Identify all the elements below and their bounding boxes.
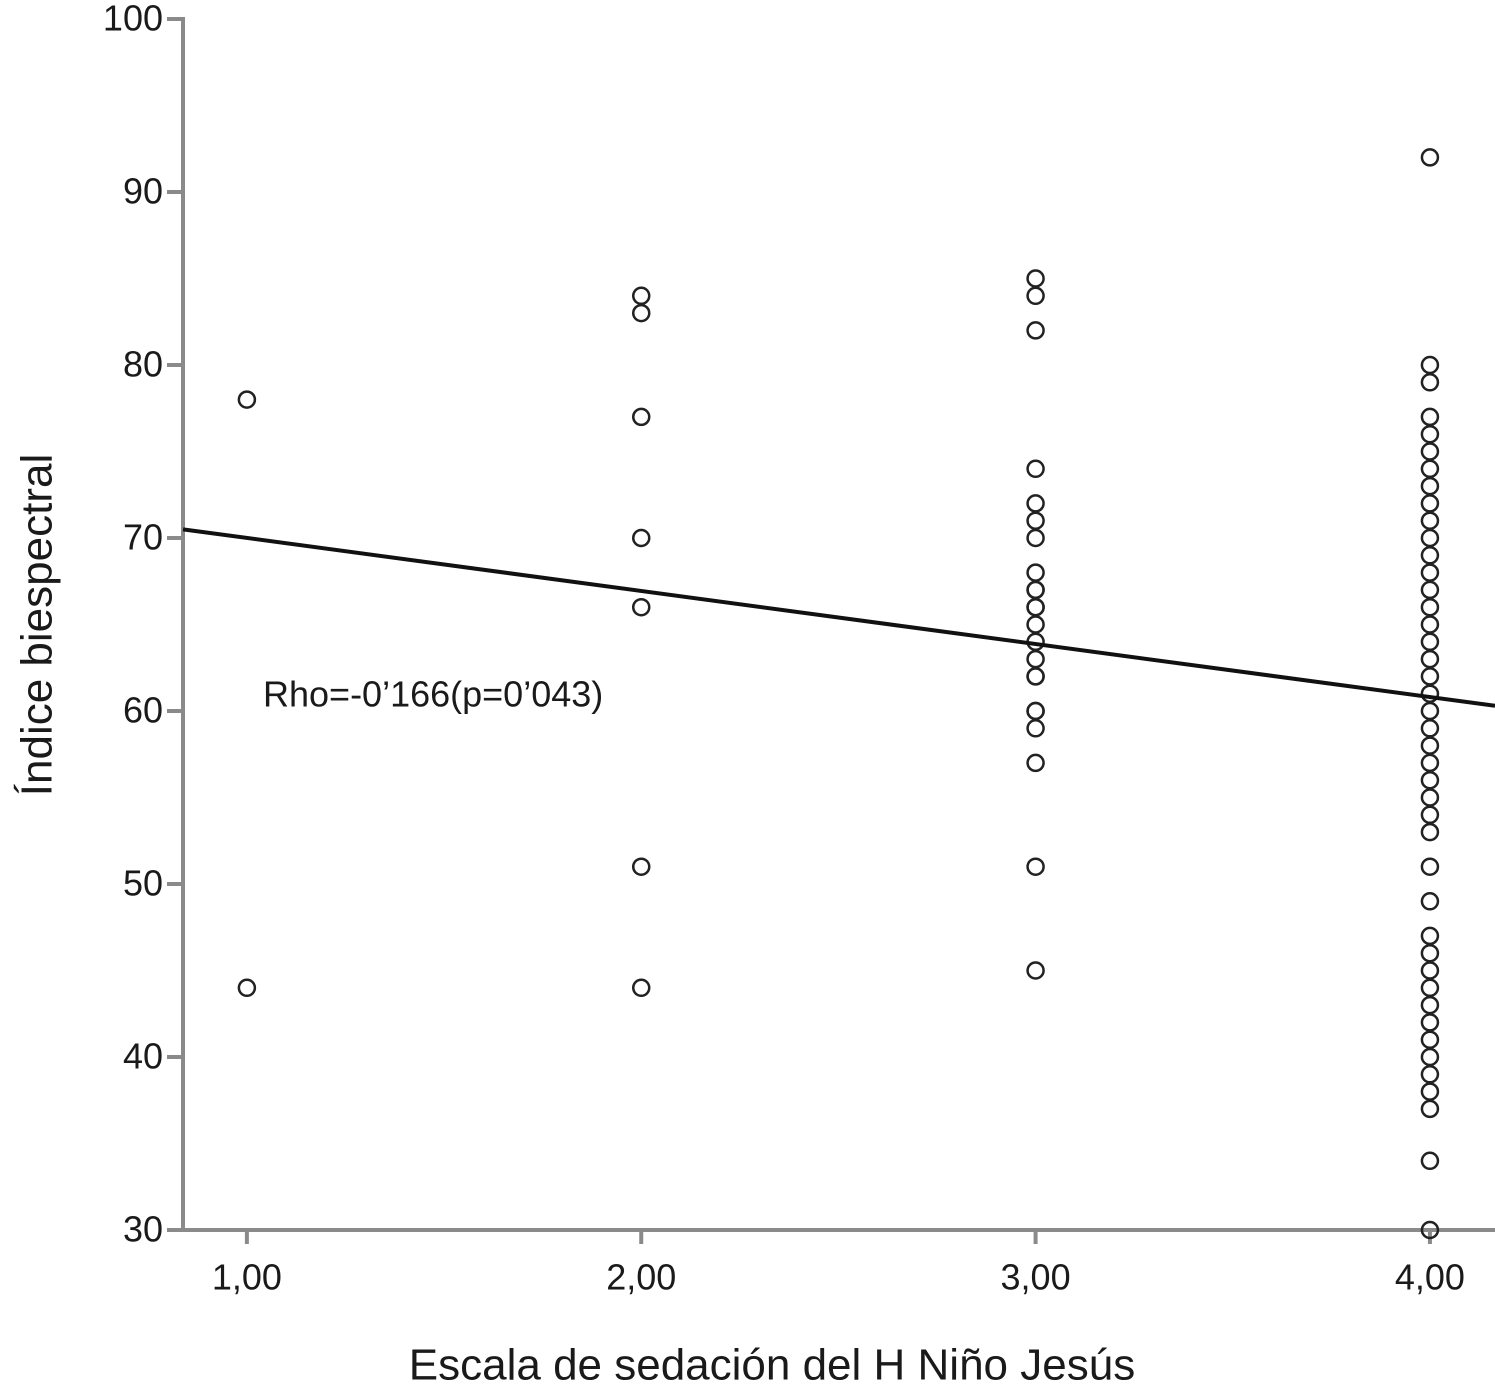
data-point [1420, 805, 1440, 825]
data-point [1026, 615, 1045, 634]
data-point [1026, 269, 1045, 288]
x-axis-title: Escala de sedación del H Niño Jesús [409, 1341, 1135, 1390]
y-tick-label: 50 [123, 863, 163, 904]
data-point [1420, 667, 1440, 686]
data-point [1420, 615, 1440, 634]
data-point [1420, 753, 1440, 773]
data-point [1420, 1151, 1440, 1171]
data-point [1420, 528, 1440, 548]
data-point [1420, 1099, 1440, 1119]
data-point [1420, 407, 1440, 427]
data-point [1026, 321, 1045, 340]
data-point [237, 390, 257, 409]
fit-line [182, 527, 1495, 708]
data-point [1420, 1082, 1440, 1101]
data-point [1420, 1047, 1440, 1067]
y-tick-label: 40 [123, 1036, 163, 1077]
y-tick-label: 70 [123, 517, 163, 558]
data-point [1420, 355, 1440, 375]
x-tick-label: 1,00 [212, 1257, 282, 1298]
data-point [1026, 719, 1045, 738]
data-point [1420, 719, 1440, 738]
y-tick-label: 30 [123, 1209, 163, 1250]
data-point [1420, 459, 1440, 479]
data-point [1420, 649, 1440, 669]
data-point [1420, 770, 1440, 790]
data-point [1026, 961, 1045, 980]
data-point [1026, 563, 1045, 582]
data-point [1420, 373, 1440, 392]
data-point [1026, 667, 1045, 686]
data-point [631, 597, 651, 617]
data-point [1420, 632, 1440, 652]
data-point [631, 286, 651, 306]
data-point [1420, 597, 1440, 617]
data-point [1420, 684, 1440, 703]
y-axis-title: Índice biespectral [13, 454, 62, 796]
data-point [1420, 1013, 1440, 1032]
x-tick-label: 2,00 [606, 1257, 676, 1298]
data-point [1420, 424, 1440, 444]
y-tick-label: 60 [123, 690, 163, 731]
data-point [1420, 822, 1440, 842]
data-point [631, 303, 651, 323]
data-point [1420, 1065, 1440, 1084]
data-point [631, 407, 651, 427]
data-point [1420, 546, 1440, 565]
data-point [1420, 511, 1440, 530]
data-point [1026, 580, 1045, 600]
data-point [1420, 926, 1440, 946]
data-point [1420, 580, 1440, 600]
data-point [1420, 995, 1440, 1015]
data-point [631, 978, 651, 998]
data-point [631, 528, 651, 548]
data-point [1026, 511, 1045, 530]
data-point [1420, 943, 1440, 963]
data-point [1420, 148, 1440, 167]
data-point [1026, 753, 1045, 773]
annotation: Rho=-0’166(p=0’043) [263, 674, 603, 715]
data-point [1026, 286, 1045, 306]
data-point [1420, 1220, 1440, 1240]
data-point [1420, 961, 1440, 980]
data-point [1420, 788, 1440, 807]
data-point [1420, 736, 1440, 755]
data-point [1420, 892, 1440, 911]
data-point [1026, 649, 1045, 669]
data-point [1420, 701, 1440, 721]
data-point [1420, 442, 1440, 461]
y-tick-label: 90 [123, 171, 163, 212]
data-point [1420, 1030, 1440, 1049]
x-tick-label: 4,00 [1395, 1257, 1465, 1298]
data-point [1420, 563, 1440, 582]
data-point [1026, 701, 1045, 721]
data-point [1420, 978, 1440, 998]
data-point [1026, 528, 1045, 548]
data-point [1420, 857, 1440, 876]
data-point [631, 857, 651, 876]
data-point [1420, 494, 1440, 513]
data-point [1026, 494, 1045, 513]
x-tick-label: 3,00 [1001, 1257, 1071, 1298]
data-point [1420, 476, 1440, 496]
y-tick-label: 100 [103, 0, 163, 39]
data-point [1026, 597, 1045, 617]
data-point [237, 978, 257, 998]
data-point [1026, 459, 1045, 479]
data-point [1026, 857, 1045, 876]
y-tick-label: 80 [123, 344, 163, 385]
